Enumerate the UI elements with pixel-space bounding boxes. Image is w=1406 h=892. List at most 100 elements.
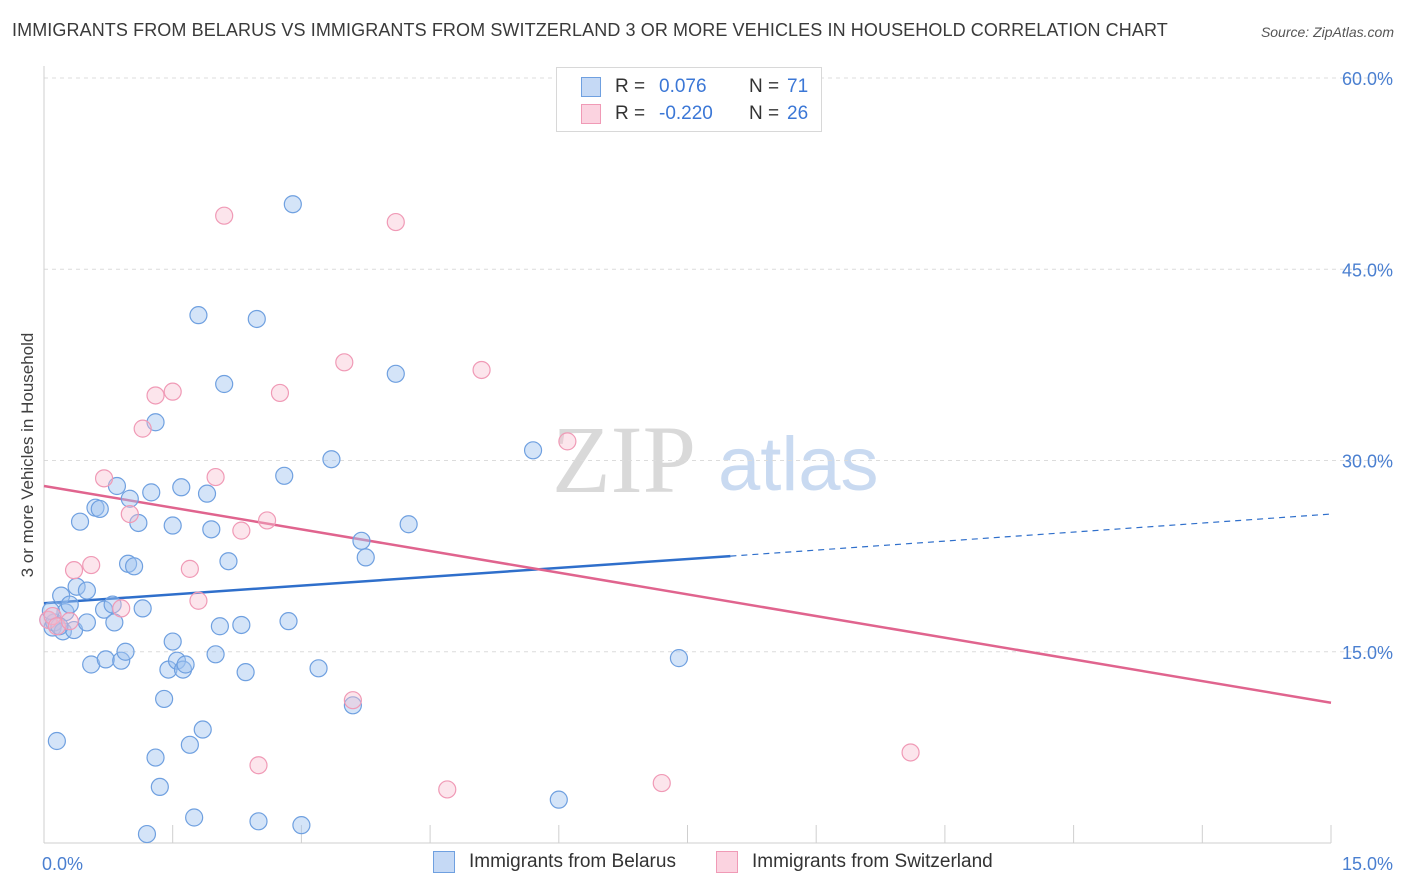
point-belarus <box>309 659 328 678</box>
point-belarus <box>669 649 689 668</box>
point-switzerland <box>386 212 405 232</box>
bottom-legend-label-switzerland: Immigrants from Switzerland <box>752 851 993 872</box>
bottom-legend-switzerland: Immigrants from Switzerland <box>716 851 993 873</box>
point-belarus <box>167 651 187 670</box>
point-belarus <box>176 655 195 674</box>
point-switzerland <box>232 521 251 540</box>
point-belarus <box>60 595 79 614</box>
point-belarus <box>206 645 225 664</box>
point-switzerland <box>64 561 84 580</box>
legend-n-label: N = <box>749 76 780 97</box>
point-belarus <box>47 731 66 751</box>
legend-swatch-belarus <box>581 77 601 97</box>
point-belarus <box>146 748 165 767</box>
point-belarus <box>133 599 152 618</box>
legend-row-switzerland: R = -0.220 N = 26 <box>581 102 808 126</box>
point-belarus <box>96 650 115 669</box>
y-tick-label: 45.0% <box>1342 260 1393 280</box>
y-tick-label: 60.0% <box>1342 69 1393 89</box>
point-belarus <box>155 689 174 709</box>
point-belarus <box>202 520 221 539</box>
point-belarus <box>275 466 294 485</box>
y-tick-labels: 15.0% 30.0% 45.0% 60.0% <box>1342 69 1393 663</box>
legend-n-label: N = <box>749 103 780 124</box>
data-points <box>39 195 920 844</box>
point-belarus <box>249 812 268 831</box>
point-belarus <box>322 450 341 469</box>
watermark: ZIP atlas <box>552 406 879 513</box>
point-belarus <box>232 615 251 635</box>
point-belarus <box>163 632 182 651</box>
chart-title: IMMIGRANTS FROM BELARUS VS IMMIGRANTS FR… <box>12 20 1168 40</box>
point-switzerland <box>189 591 208 610</box>
gridlines <box>44 77 1393 653</box>
point-switzerland <box>901 743 920 762</box>
point-belarus <box>103 595 122 614</box>
point-belarus <box>173 660 193 679</box>
point-belarus <box>70 512 90 531</box>
legend-r-label: R = <box>615 76 646 97</box>
point-switzerland <box>215 206 234 225</box>
point-switzerland <box>257 511 277 530</box>
y-tick-label: 15.0% <box>1342 643 1393 663</box>
point-belarus <box>112 651 131 670</box>
y-tick-label: 30.0% <box>1342 452 1393 472</box>
point-switzerland <box>112 599 131 618</box>
bottom-legend-label-belarus: Immigrants from Belarus <box>469 851 676 872</box>
point-belarus <box>247 309 266 329</box>
bottom-legend-swatch-belarus <box>433 851 455 873</box>
legend-n-value: 71 <box>787 76 809 97</box>
legend-r-value: -0.220 <box>659 103 713 124</box>
point-belarus <box>197 484 217 503</box>
point-belarus <box>523 441 543 460</box>
point-belarus <box>283 195 302 214</box>
point-switzerland <box>335 353 354 372</box>
x-tick-label-max: 15.0% <box>1342 854 1393 874</box>
point-belarus <box>210 617 229 636</box>
watermark-zip: ZIP <box>552 406 696 513</box>
point-switzerland <box>133 419 152 438</box>
point-switzerland <box>270 383 290 403</box>
point-belarus <box>549 790 568 809</box>
point-switzerland <box>82 555 101 575</box>
point-belarus <box>193 720 212 739</box>
x-tick-label-min: 0.0% <box>42 854 83 874</box>
legend-n-value: 26 <box>787 103 809 124</box>
point-belarus <box>124 557 144 576</box>
point-belarus <box>343 696 362 715</box>
y-axis-label: 3 or more Vehicles in Household <box>18 333 37 578</box>
point-switzerland <box>60 612 79 631</box>
point-switzerland <box>120 504 139 524</box>
point-switzerland <box>163 382 182 401</box>
point-belarus <box>137 824 157 844</box>
bottom-legend-belarus: Immigrants from Belarus <box>433 851 676 873</box>
point-belarus <box>90 499 109 519</box>
point-switzerland <box>206 467 225 487</box>
watermark-atlas: atlas <box>718 422 879 507</box>
point-belarus <box>142 483 161 502</box>
legend-r-value: 0.076 <box>659 76 707 97</box>
point-switzerland <box>472 360 491 380</box>
point-switzerland <box>249 756 268 775</box>
point-belarus <box>219 552 238 571</box>
point-switzerland <box>652 773 671 793</box>
point-belarus <box>292 816 311 835</box>
point-switzerland <box>438 780 457 799</box>
point-switzerland <box>94 469 114 488</box>
point-belarus <box>180 735 199 754</box>
point-switzerland <box>343 691 362 710</box>
point-belarus <box>356 548 375 567</box>
point-belarus <box>116 642 135 661</box>
point-switzerland <box>43 606 62 626</box>
point-belarus <box>163 516 182 535</box>
point-belarus <box>386 364 405 383</box>
point-belarus <box>120 489 139 508</box>
point-belarus <box>185 808 204 827</box>
point-belarus <box>399 515 418 534</box>
legend-swatch-switzerland <box>581 104 601 124</box>
point-belarus <box>352 531 371 550</box>
point-belarus <box>279 612 298 631</box>
point-belarus <box>77 581 97 600</box>
point-belarus <box>215 374 234 394</box>
